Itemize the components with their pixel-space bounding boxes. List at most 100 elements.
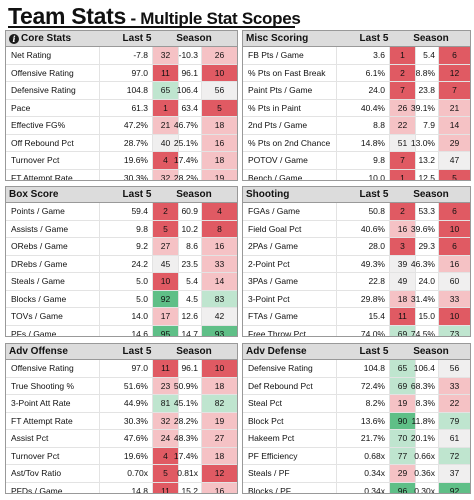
- column-divider: [415, 360, 416, 377]
- column-divider: [152, 169, 153, 180]
- season-value: 39.1%: [410, 102, 435, 113]
- column-divider: [201, 99, 202, 116]
- column-divider: [389, 152, 390, 169]
- season-rank: 33: [439, 377, 470, 394]
- stat-label: Paint Pts / Game: [248, 85, 313, 96]
- season-rank: 42: [202, 308, 237, 325]
- last5-rank: 65: [390, 360, 415, 377]
- column-divider: [178, 203, 179, 220]
- column-divider: [415, 308, 416, 325]
- season-value: 23.8: [418, 85, 435, 96]
- last5-value: 24.0: [368, 85, 385, 96]
- last5-rank: 81: [153, 395, 178, 412]
- column-header-season: Season: [413, 346, 449, 357]
- season-value: 13.2: [418, 155, 435, 166]
- column-divider: [99, 134, 100, 151]
- last5-rank: 17: [153, 308, 178, 325]
- season-value: 39.6%: [410, 223, 435, 234]
- column-header-last5: Last 5: [122, 33, 152, 44]
- season-value: 12.5: [418, 173, 435, 181]
- season-rank: 10: [439, 308, 470, 325]
- column-divider: [389, 412, 390, 429]
- stat-label: Block Pct: [248, 415, 284, 426]
- stat-row: Bench / Game 10.0 1 12.5 5: [243, 169, 470, 181]
- column-divider: [438, 290, 439, 307]
- column-divider: [99, 117, 100, 134]
- column-divider: [389, 47, 390, 64]
- stat-row: FTAs / Game 15.4 11 15.0 10: [243, 308, 470, 326]
- stat-label: Net Rating: [11, 50, 52, 61]
- season-rank: 16: [439, 255, 470, 272]
- stat-row: FT Attempt Rate 30.3% 32 28.2% 19: [6, 169, 237, 180]
- panel-title-text: Box Score: [9, 189, 59, 200]
- season-rank: 82: [202, 395, 237, 412]
- last5-value: 74.0%: [360, 329, 385, 337]
- column-divider: [336, 220, 337, 237]
- season-rank: 79: [439, 412, 470, 429]
- column-divider: [99, 290, 100, 307]
- info-icon[interactable]: i: [9, 33, 19, 44]
- column-divider: [178, 273, 179, 290]
- last5-value: 28.0: [368, 241, 385, 252]
- stat-row: 3PAs / Game 22.8 49 24.0 60: [243, 273, 470, 291]
- season-value: 0.81x: [177, 468, 198, 479]
- stat-row: FB Pts / Game 3.6 1 5.4 6: [243, 47, 470, 65]
- column-divider: [389, 99, 390, 116]
- column-divider: [99, 447, 100, 464]
- column-divider: [99, 395, 100, 412]
- season-rank: 60: [439, 273, 470, 290]
- panel-title: i Core Stats: [9, 33, 71, 44]
- stat-label: 2-Point Pct: [248, 258, 290, 269]
- column-divider: [152, 290, 153, 307]
- season-rank: 5: [202, 99, 237, 116]
- column-divider: [336, 82, 337, 99]
- column-divider: [336, 412, 337, 429]
- column-divider: [336, 99, 337, 116]
- last5-rank: 65: [153, 82, 178, 99]
- stat-row: 3-Point Pct 29.8% 18 31.4% 33: [243, 290, 470, 308]
- last5-rank: 26: [390, 99, 415, 116]
- column-divider: [99, 152, 100, 169]
- panel-title: Shooting: [246, 189, 289, 200]
- season-rank: 47: [439, 152, 470, 169]
- panel-advdef: Adv Defense Last 5 Season Defensive Rating 1…: [242, 343, 471, 494]
- stat-label: Turnover Pct: [11, 450, 60, 461]
- last5-value: 0.68x: [364, 450, 385, 461]
- season-rank: 27: [202, 430, 237, 447]
- last5-value: 50.8: [368, 206, 385, 217]
- season-value: 106.4: [413, 363, 435, 374]
- stat-label: Defensive Rating: [11, 85, 76, 96]
- column-divider: [336, 290, 337, 307]
- stat-row: PFDs / Game 14.8 11 15.2 16: [6, 482, 237, 493]
- stat-label: FB Pts / Game: [248, 50, 304, 61]
- last5-value: 47.6%: [123, 433, 148, 444]
- last5-value: 47.2%: [123, 120, 148, 131]
- stat-label: Blocks / Game: [11, 293, 67, 304]
- last5-value: 13.6%: [360, 415, 385, 426]
- column-divider: [152, 377, 153, 394]
- column-divider: [152, 203, 153, 220]
- panel-title-text: Adv Offense: [9, 346, 68, 357]
- column-divider: [178, 134, 179, 151]
- last5-rank: 90: [390, 412, 415, 429]
- stat-row: Offensive Rating 97.0 11 96.1 10: [6, 64, 237, 82]
- column-divider: [415, 377, 416, 394]
- panel-title: Adv Defense: [246, 346, 307, 357]
- column-divider: [415, 220, 416, 237]
- season-rank: 4: [202, 203, 237, 220]
- column-divider: [178, 377, 179, 394]
- column-divider: [99, 465, 100, 482]
- season-rank: 22: [439, 395, 470, 412]
- column-divider: [415, 273, 416, 290]
- column-divider: [336, 117, 337, 134]
- season-rank: 37: [439, 465, 470, 482]
- column-divider: [178, 82, 179, 99]
- stat-row: PFs / Game 14.6 95 14.7 93: [6, 325, 237, 336]
- column-divider: [178, 360, 179, 377]
- season-value: 5.4: [423, 50, 435, 61]
- column-divider: [438, 203, 439, 220]
- column-divider: [99, 238, 100, 255]
- stat-row: DRebs / Game 24.2 45 23.5 33: [6, 255, 237, 273]
- column-divider: [178, 308, 179, 325]
- column-divider: [201, 325, 202, 336]
